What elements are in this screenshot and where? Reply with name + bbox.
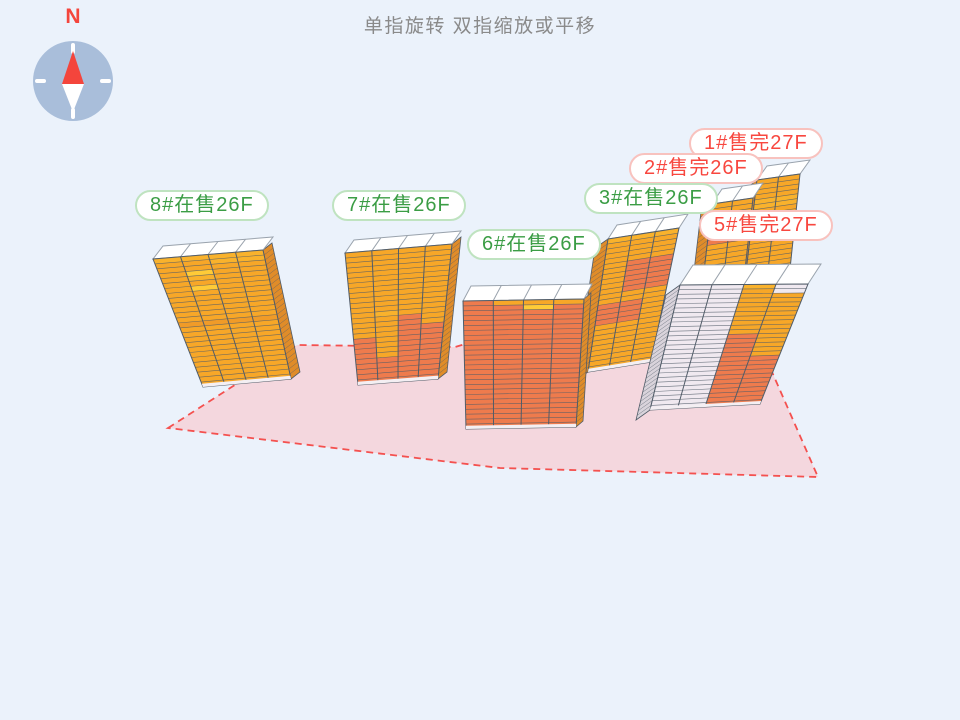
compass-north-label: N bbox=[65, 5, 81, 28]
building-label-8[interactable]: 8#在售26F bbox=[135, 190, 269, 221]
building-label-3[interactable]: 3#在售26F bbox=[584, 183, 718, 214]
building-8-front-face bbox=[153, 250, 291, 387]
compass-needle-south bbox=[62, 84, 84, 112]
building-label-5[interactable]: 5#售完27F bbox=[699, 210, 833, 241]
compass-tick-south bbox=[71, 108, 75, 119]
building-8[interactable] bbox=[151, 236, 301, 388]
compass-needle-north bbox=[62, 51, 84, 84]
compass-tick-north bbox=[71, 43, 75, 54]
compass-icon[interactable] bbox=[0, 0, 130, 130]
compass-tick-east bbox=[100, 79, 111, 83]
building-label-6[interactable]: 6#在售26F bbox=[467, 229, 601, 260]
building-label-7[interactable]: 7#在售26F bbox=[332, 190, 466, 221]
building-label-1[interactable]: 1#售完27F bbox=[689, 128, 823, 159]
compass-tick-west bbox=[35, 79, 46, 83]
building-3[interactable] bbox=[574, 213, 690, 382]
building-5[interactable] bbox=[635, 263, 822, 421]
building-label-2[interactable]: 2#售完26F bbox=[629, 153, 763, 184]
building-7[interactable] bbox=[343, 230, 463, 386]
gesture-hint: 单指旋转 双指缩放或平移 bbox=[363, 16, 597, 37]
building-6[interactable] bbox=[462, 283, 593, 430]
